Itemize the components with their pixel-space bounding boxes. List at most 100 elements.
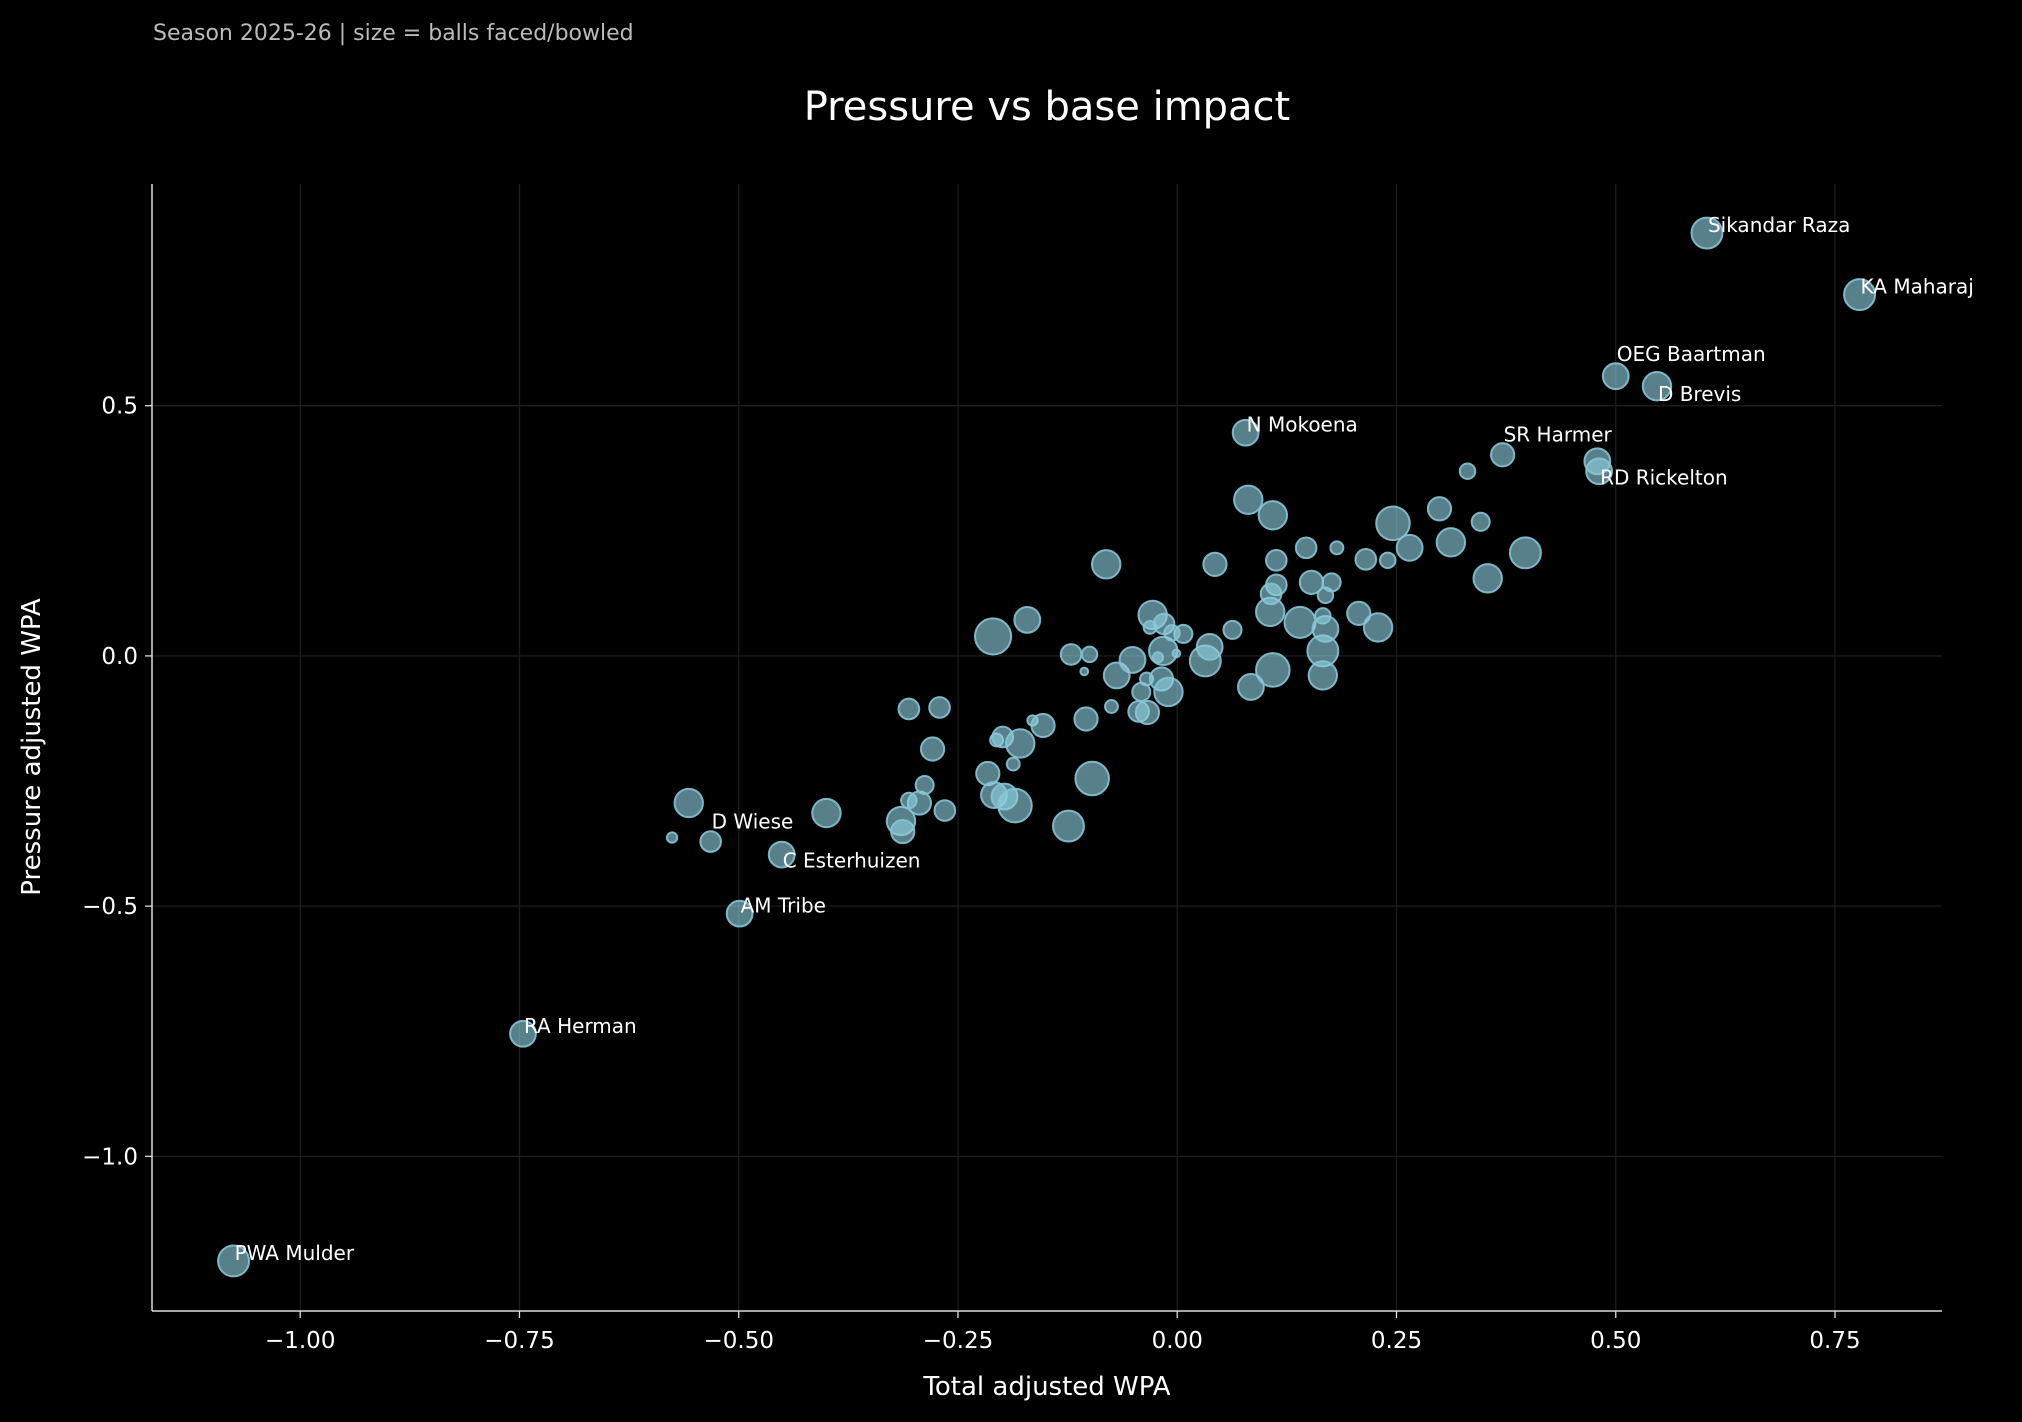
x-tick-label: 0.50 (1590, 1328, 1641, 1354)
scatter-point (1426, 496, 1453, 522)
labeled-scatter-point (1585, 457, 1613, 486)
labeled-scatter-point (767, 840, 796, 869)
point-label: RD Rickelton (1600, 465, 1728, 489)
y-tick-label: −1.0 (82, 1144, 138, 1170)
scatter-point (665, 831, 679, 844)
point-label: OEG Baartman (1617, 342, 1766, 366)
scatter-point (1255, 652, 1291, 688)
scatter-point (1163, 624, 1181, 642)
x-tick-label: −0.50 (703, 1328, 773, 1354)
scatter-point (673, 787, 704, 819)
point-label: D Brevis (1658, 382, 1741, 406)
x-tick-label: −0.25 (923, 1328, 993, 1354)
grid-lines (152, 184, 1942, 1311)
ticks-layer: −1.00 −0.75 −0.50 −0.25 0.00 0.25 0.50 0.75 0.5 0… (82, 394, 1860, 1354)
scatter-point (1265, 549, 1288, 572)
scatter-point (1259, 582, 1283, 606)
labeled-scatter-point (1843, 278, 1877, 312)
point-label: D Wiese (712, 810, 794, 834)
scatter-point (974, 617, 1013, 656)
scatter-point (1307, 660, 1339, 691)
x-tick-label: 0.25 (1371, 1328, 1422, 1354)
scatter-point (1435, 527, 1467, 558)
scatter-point (811, 797, 842, 829)
scatter-point (1472, 563, 1503, 594)
scatter-point (1134, 699, 1161, 726)
scatter-point (1091, 549, 1122, 580)
scatter-point (997, 787, 1033, 824)
scatter-point (1195, 633, 1224, 661)
scatter-point (1237, 673, 1265, 701)
scatter-point (1470, 511, 1491, 532)
scatter-point (1362, 612, 1394, 643)
point-label: PWA Mulder (235, 1241, 355, 1265)
scatter-point (900, 791, 918, 810)
scatter-point (1030, 712, 1056, 739)
scatter-point (1395, 533, 1424, 562)
labeled-scatter-point (217, 1244, 251, 1278)
point-label: RA Herman (524, 1014, 637, 1038)
scatter-point (1346, 600, 1372, 626)
scatter-point (1378, 551, 1397, 570)
point-labels-layer: Sikandar Raza KA Maharaj OEG Baartman D Bre… (235, 213, 1974, 1265)
x-tick-label: 0.75 (1809, 1328, 1860, 1354)
scatter-point (1104, 699, 1119, 714)
scatter-point (1005, 728, 1036, 759)
y-tick-label: 0.5 (101, 394, 138, 420)
scatter-point (1294, 536, 1318, 560)
labeled-scatter-point (1641, 370, 1673, 402)
x-tick-label: −1.00 (265, 1328, 335, 1354)
scatter-point (914, 775, 935, 796)
scatter-point (1283, 605, 1317, 639)
scatter-point (1151, 651, 1165, 664)
scatter-point (1233, 484, 1264, 515)
scatter-point (1321, 572, 1342, 593)
scatter-point (897, 697, 921, 721)
point-label: N Mokoena (1247, 413, 1358, 437)
scatter-point (1171, 648, 1182, 659)
scatter-point (933, 799, 957, 822)
scatter-point (1079, 666, 1090, 677)
scatter-point (1257, 500, 1289, 531)
scatter-point (1073, 706, 1099, 732)
labeled-scatter-point (1231, 418, 1260, 447)
scatter-point (1005, 756, 1021, 772)
scatter-point (919, 736, 946, 762)
scatter-point (890, 818, 916, 845)
x-tick-label: 0.00 (1152, 1328, 1203, 1354)
labeled-scatter-point (509, 1019, 537, 1048)
point-label: AM Tribe (741, 894, 826, 918)
point-label: C Esterhuizen (783, 849, 921, 873)
scatter-point (1508, 536, 1542, 570)
point-label: Sikandar Raza (1708, 213, 1850, 237)
point-label: SR Harmer (1504, 423, 1613, 447)
scatter-point (1013, 605, 1042, 634)
scatter-point (1329, 540, 1345, 556)
y-tick-label: 0.0 (101, 644, 138, 670)
scatter-point (1059, 643, 1083, 666)
scatter-point (928, 696, 951, 719)
scatter-point (1375, 505, 1411, 542)
x-axis-label: Total adjusted WPA (922, 1372, 1170, 1402)
scatter-point (1080, 645, 1099, 664)
labeled-scatter-point (1690, 216, 1724, 250)
scatter-point (1354, 548, 1378, 571)
points-layer (217, 216, 1877, 1278)
scatter-point (1074, 760, 1110, 797)
x-tick-label: −0.75 (484, 1328, 554, 1354)
labeled-scatter-point (699, 830, 722, 853)
scatter-point (1202, 551, 1228, 577)
labeled-scatter-point (1601, 362, 1630, 391)
scatter-point (1314, 607, 1332, 625)
scatter-point (1052, 809, 1085, 843)
y-axis-label: Pressure adjusted WPA (17, 598, 47, 896)
scatter-point (1222, 619, 1243, 640)
chart-subtitle: Season 2025-26 | size = balls faced/bowl… (153, 21, 634, 46)
scatter-point (1458, 462, 1477, 480)
point-label: KA Maharaj (1861, 275, 1974, 299)
scatter-point (1118, 646, 1147, 674)
y-tick-label: −0.5 (82, 894, 138, 920)
chart-title: Pressure vs base impact (804, 84, 1290, 130)
labeled-scatter-point (725, 899, 754, 928)
